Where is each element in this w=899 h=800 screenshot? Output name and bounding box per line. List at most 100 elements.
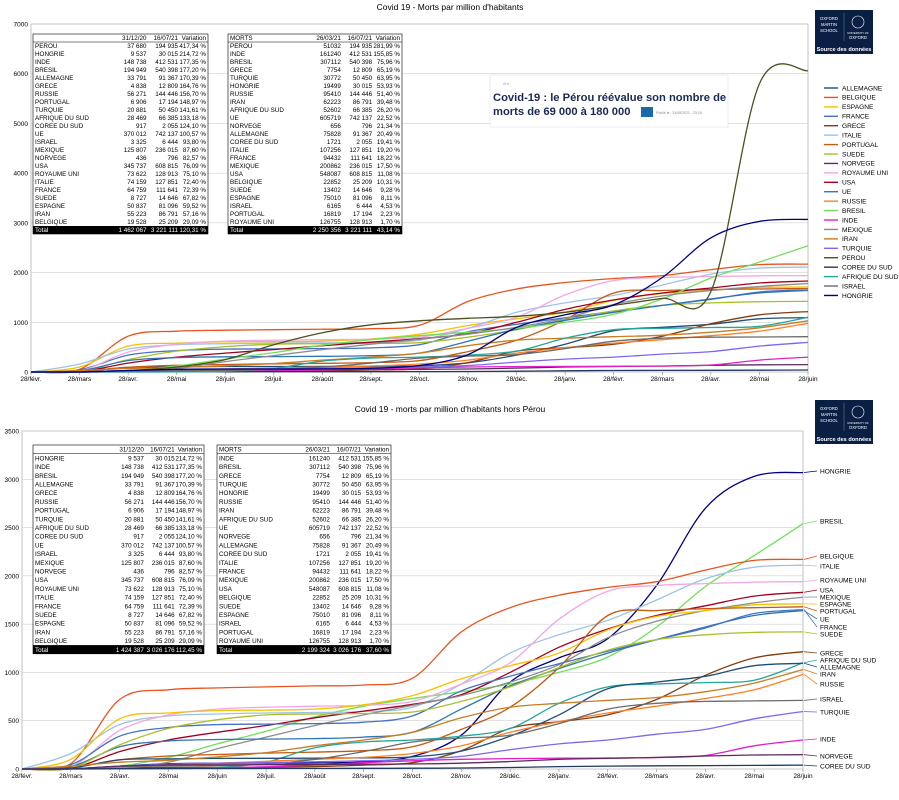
legend-label: ROYAUME UNI <box>820 577 866 584</box>
table-row-cell: 436 <box>136 155 147 162</box>
legend-leader <box>803 651 818 654</box>
table-row-cell: 742 137 <box>338 525 361 532</box>
table-header-cell: 16/07/21 <box>348 35 373 42</box>
table-row-cell: 2 055 <box>162 123 178 130</box>
legend-label: SUEDE <box>820 631 843 638</box>
table-row-cell: 12 809 <box>155 490 175 497</box>
table-row-cell: 22852 <box>323 179 341 186</box>
legend-label: TURQUIE <box>842 246 872 253</box>
table-row-cell: 6 444 <box>345 621 361 628</box>
table-row-cell: 76,09 % <box>183 163 207 170</box>
table-row-cell: 200862 <box>309 577 331 584</box>
table-row-cell: 64 759 <box>125 603 145 610</box>
table-row-cell: 17,50 % <box>377 163 401 170</box>
table-row-cell: IRAN <box>219 508 234 515</box>
table-row-cell: 155,85 % <box>373 51 400 58</box>
legend-leader <box>803 669 818 675</box>
table-row-cell: 111 641 <box>153 603 175 610</box>
table-row-cell: 100,57 % <box>179 131 206 138</box>
table-row-cell: 128 913 <box>152 586 175 593</box>
table-header-cell: 31/12/20 <box>119 447 144 454</box>
table-row-cell: SUEDE <box>230 187 252 194</box>
table-row-cell: 64 759 <box>127 187 147 194</box>
table-row-cell: 50 837 <box>127 203 147 210</box>
series-line-suede <box>30 300 809 374</box>
table-row-cell: 55 223 <box>125 629 145 636</box>
table-row-cell: 37 680 <box>127 43 147 50</box>
table-row-cell: 127 851 <box>152 595 175 602</box>
table-row-cell: FRANCE <box>230 155 256 162</box>
table-row-cell: ISRAEL <box>35 551 58 558</box>
legend-label: COREE DU SUD <box>842 264 893 271</box>
table-row-cell: USA <box>35 163 49 170</box>
table-row-cell: ITALIE <box>219 560 238 567</box>
table-row-cell: 82,57 % <box>179 569 203 576</box>
table-row-cell: 74 159 <box>127 179 147 186</box>
table-row-cell: 9,28 % <box>369 603 389 610</box>
table-row-cell: 148,97 % <box>179 99 206 106</box>
table-row-cell: 82,57 % <box>183 155 207 162</box>
table-row-cell: AFRIQUE DU SUD <box>230 107 284 114</box>
x-tick-label: 28/juil. <box>257 773 276 780</box>
table-row-cell: PORTUGAL <box>219 629 254 636</box>
legend-leader <box>803 589 818 593</box>
table-row-cell: TURQUIE <box>230 75 258 82</box>
table-row-cell: 75010 <box>323 195 341 202</box>
table-row-cell: ESPAGNE <box>35 203 65 210</box>
table-row-cell: 75828 <box>323 131 341 138</box>
table-header-cell: Variation <box>178 447 203 454</box>
table-row-cell: 86 791 <box>353 99 373 106</box>
table-row-cell: 18,22 % <box>377 155 401 162</box>
table-row-cell: 57,16 % <box>179 629 203 636</box>
legend-label: RUSSIE <box>842 198 867 205</box>
legend-label: HONGRIE <box>842 293 873 300</box>
table-row-cell: 93,80 % <box>179 551 203 558</box>
table-row-cell: 10,31 % <box>377 179 401 186</box>
table-row-cell: 124,10 % <box>175 534 202 541</box>
source-caption: Source des données <box>817 47 872 53</box>
legend-label: ITALIE <box>820 563 840 570</box>
table-row-cell: 20,49 % <box>366 542 390 549</box>
table-row-cell: 28 469 <box>127 115 147 122</box>
table-row-cell: 1,70 % <box>380 219 400 226</box>
table-row-cell: 29,09 % <box>179 638 203 645</box>
table-row-cell: 281,99 % <box>373 43 400 50</box>
table-row-cell: 144 446 <box>155 91 178 98</box>
table-row-cell: 608 815 <box>152 577 175 584</box>
table-row-cell: BELGIQUE <box>219 595 251 602</box>
table-row-cell: MEXIQUE <box>230 163 259 170</box>
table-row-cell: 127 851 <box>338 560 361 567</box>
table-row-cell: 66 385 <box>342 516 362 523</box>
series-line-hongrie <box>30 218 809 373</box>
x-tick-label: 28/mai <box>750 376 770 383</box>
table-header-cell: 16/07/21 <box>150 447 175 454</box>
table-row-cell: ITALIE <box>230 147 249 154</box>
table-row-cell: 608 815 <box>349 171 372 178</box>
legend-leader <box>803 606 818 612</box>
table-row-cell: 59,52 % <box>183 203 207 210</box>
x-tick-label: 28/mars <box>68 376 92 383</box>
y-tick-label: 7000 <box>14 22 29 29</box>
table-row-cell: ISRAEL <box>35 139 58 146</box>
news-inset <box>489 74 729 128</box>
table-row-cell: 7754 <box>316 473 331 480</box>
legend-label: PORTUGAL <box>842 142 878 149</box>
table-header-cell: MORTS <box>219 447 242 454</box>
table-total-cell: Total <box>35 227 48 234</box>
table-row-cell: 417,34 % <box>179 43 206 50</box>
table-row-cell: 107256 <box>309 560 331 567</box>
table-row-cell: 144 446 <box>338 499 361 506</box>
table-row-cell: NORVEGE <box>35 155 66 162</box>
table-row-cell: 39,48 % <box>377 99 401 106</box>
table-row-cell: PORTUGAL <box>230 211 265 218</box>
table-row-cell: 125 807 <box>124 147 147 154</box>
table-row-cell: 161240 <box>309 455 331 462</box>
table-row-cell: 81 096 <box>155 621 175 628</box>
table-row-cell: 6 444 <box>356 203 372 210</box>
series-line-italie <box>21 564 804 770</box>
y-tick-label: 0 <box>24 370 28 377</box>
logo-text: OXFORD <box>820 16 838 21</box>
y-tick-label: 2000 <box>5 573 20 580</box>
chart-2: Covid 19 - morts par million d'habitants… <box>5 400 877 780</box>
table-row-cell: 307112 <box>320 59 341 66</box>
